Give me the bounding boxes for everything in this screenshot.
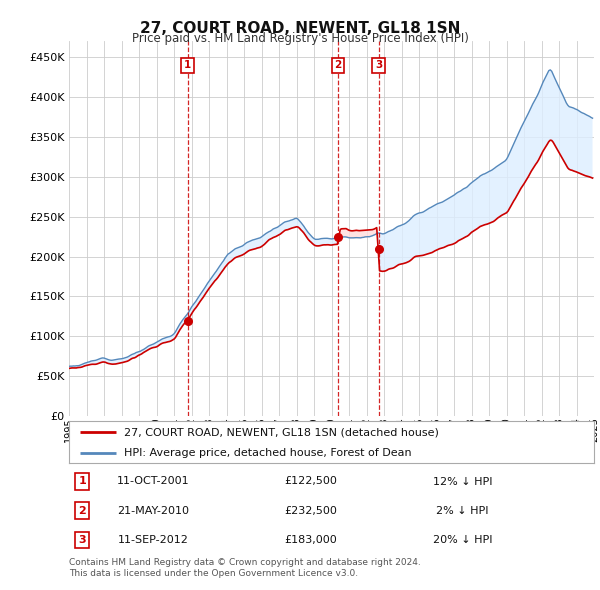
Text: 20% ↓ HPI: 20% ↓ HPI xyxy=(433,535,493,545)
Text: 1: 1 xyxy=(184,60,191,70)
Text: 11-OCT-2001: 11-OCT-2001 xyxy=(116,477,190,487)
Text: £183,000: £183,000 xyxy=(284,535,337,545)
Text: 2% ↓ HPI: 2% ↓ HPI xyxy=(437,506,489,516)
Text: HPI: Average price, detached house, Forest of Dean: HPI: Average price, detached house, Fore… xyxy=(124,448,412,457)
Text: 1: 1 xyxy=(78,477,86,487)
Text: Contains HM Land Registry data © Crown copyright and database right 2024.: Contains HM Land Registry data © Crown c… xyxy=(69,558,421,566)
Text: Price paid vs. HM Land Registry's House Price Index (HPI): Price paid vs. HM Land Registry's House … xyxy=(131,32,469,45)
Text: £232,500: £232,500 xyxy=(284,506,337,516)
Text: 2: 2 xyxy=(335,60,342,70)
Text: 27, COURT ROAD, NEWENT, GL18 1SN: 27, COURT ROAD, NEWENT, GL18 1SN xyxy=(140,21,460,35)
Text: 3: 3 xyxy=(375,60,382,70)
Text: 27, COURT ROAD, NEWENT, GL18 1SN (detached house): 27, COURT ROAD, NEWENT, GL18 1SN (detach… xyxy=(124,427,439,437)
Text: 11-SEP-2012: 11-SEP-2012 xyxy=(118,535,188,545)
Text: This data is licensed under the Open Government Licence v3.0.: This data is licensed under the Open Gov… xyxy=(69,569,358,578)
Text: 12% ↓ HPI: 12% ↓ HPI xyxy=(433,477,493,487)
Text: 3: 3 xyxy=(79,535,86,545)
Text: 21-MAY-2010: 21-MAY-2010 xyxy=(117,506,189,516)
Text: £122,500: £122,500 xyxy=(284,477,337,487)
Text: 2: 2 xyxy=(78,506,86,516)
